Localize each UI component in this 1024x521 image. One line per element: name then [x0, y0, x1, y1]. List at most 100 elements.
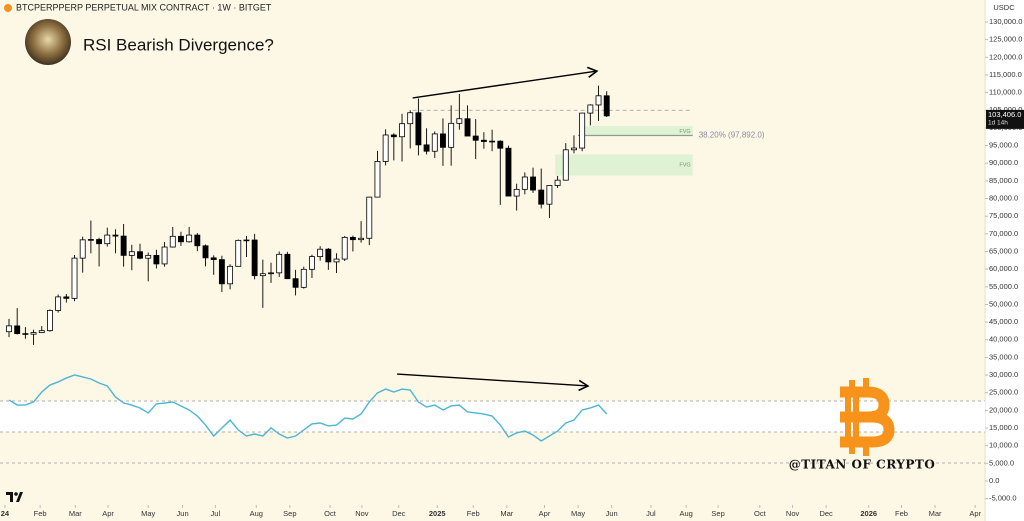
candle-body [178, 235, 184, 243]
candle-body [218, 259, 225, 285]
candle-body [227, 265, 234, 285]
last-price-box [986, 109, 1024, 129]
candle-body [423, 144, 430, 152]
candle-body [333, 258, 340, 263]
candle-body [440, 133, 446, 148]
candle-body [456, 118, 463, 124]
divergence-arrow [412, 66, 599, 99]
x-tick-label: 2026 [860, 509, 877, 518]
candle-body [210, 257, 217, 261]
candle-body [317, 248, 324, 258]
candle-body [202, 245, 209, 259]
candle-body [554, 179, 561, 186]
candle-body [251, 239, 258, 277]
currency: USDC [993, 3, 1015, 12]
candle-body [128, 251, 135, 256]
candle-body [63, 296, 70, 299]
candle-body [366, 196, 373, 239]
credit: @TITAN OF CRYPTO [789, 458, 936, 472]
x-tick-label: Dec [392, 509, 406, 518]
y-tick-label: 10,000.0 [989, 441, 1018, 450]
candle-body [399, 123, 405, 138]
symbol-line: BTCPERPPERP PERPETUAL MIX CONTRACT · 1W … [16, 2, 272, 12]
candle-body [284, 253, 291, 280]
x-tick-label: Oct [324, 509, 337, 518]
y-tick-label: 85,000.0 [989, 176, 1018, 185]
candle-body [120, 235, 127, 256]
chart-title: RSI Bearish Divergence? [83, 35, 274, 54]
x-tick-label: Jul [646, 509, 656, 518]
candle-body [243, 239, 250, 242]
candle-body [47, 310, 53, 332]
last-price-label: 103,406.0 [988, 110, 1021, 119]
candle-body [325, 248, 332, 263]
rsi-line [8, 374, 608, 442]
tv-logo [6, 492, 23, 502]
y-tick-label: 95,000.0 [989, 141, 1018, 150]
candle-body [407, 112, 414, 125]
bitcoin-logo [840, 378, 895, 456]
y-tick-label: 115,000.0 [989, 70, 1022, 79]
x-tick-label: Feb [34, 509, 47, 518]
x-tick-label: Feb [467, 509, 480, 518]
candle-body [268, 272, 274, 275]
candle-body [546, 185, 553, 205]
candle-body [22, 333, 29, 335]
candle-body [603, 95, 610, 117]
candle-body [358, 237, 365, 241]
x-tick-label: Apr [969, 509, 981, 518]
y-tick-label: 60,000.0 [989, 264, 1018, 273]
y-tick-label: 90,000.0 [989, 158, 1018, 167]
y-tick-label: 80,000.0 [989, 194, 1018, 203]
candle-body [87, 239, 94, 241]
x-tick-label: Mar [69, 509, 82, 518]
y-tick-label: 125,000.0 [989, 35, 1022, 44]
candle-body [521, 176, 528, 190]
x-tick-label: Nov [786, 509, 800, 518]
candle-body [276, 253, 283, 274]
candle-body [38, 330, 45, 333]
y-tick-label: 120,000.0 [989, 52, 1022, 61]
candle-body [464, 118, 471, 137]
y-tick-label: 130,000.0 [989, 17, 1022, 26]
candle-body [300, 268, 307, 288]
candle-body [489, 140, 496, 143]
y-tick-label: -5,000.0 [989, 494, 1017, 503]
x-tick-label: Sep [283, 509, 296, 518]
fvg-label: FVG [679, 129, 690, 135]
candle-body [505, 147, 512, 197]
avatar [25, 19, 71, 65]
x-tick-label: Nov [355, 509, 369, 518]
candle-body [161, 246, 168, 265]
y-tick-label: 20,000.0 [989, 405, 1018, 414]
x-tick-label: Aug [250, 509, 263, 518]
candle-body [259, 273, 266, 277]
candle-body [186, 234, 193, 243]
candle-body [145, 254, 152, 259]
x-tick-label: Jun [606, 509, 618, 518]
candle-body [153, 254, 160, 265]
y-tick-label: 0.0 [989, 476, 999, 485]
x-tick-label: Feb [895, 509, 908, 518]
candle-body [382, 134, 389, 162]
x-tick-label: May [571, 509, 585, 518]
candle-body [579, 112, 586, 149]
price-pane: FVG FVG 38.20% (97,892.0) [6, 66, 765, 345]
x-tick-label: Apr [102, 509, 114, 518]
candle-body [96, 239, 103, 245]
candle-body [30, 332, 37, 335]
candle-body [349, 236, 356, 241]
x-tick-label: Jun [177, 509, 189, 518]
candle-body [472, 135, 479, 141]
candle-body [497, 140, 504, 149]
x-tick-label: Aug [679, 509, 692, 518]
candle-body [587, 104, 594, 114]
y-tick-label: 45,000.0 [989, 317, 1018, 326]
candle-body [6, 325, 12, 333]
fvg-label: FVG [679, 162, 690, 168]
y-tick-label: 25,000.0 [989, 388, 1018, 397]
x-tick-label: May [141, 509, 155, 518]
y-tick-label: 35,000.0 [989, 352, 1018, 361]
y-tick-label: 30,000.0 [989, 370, 1018, 379]
